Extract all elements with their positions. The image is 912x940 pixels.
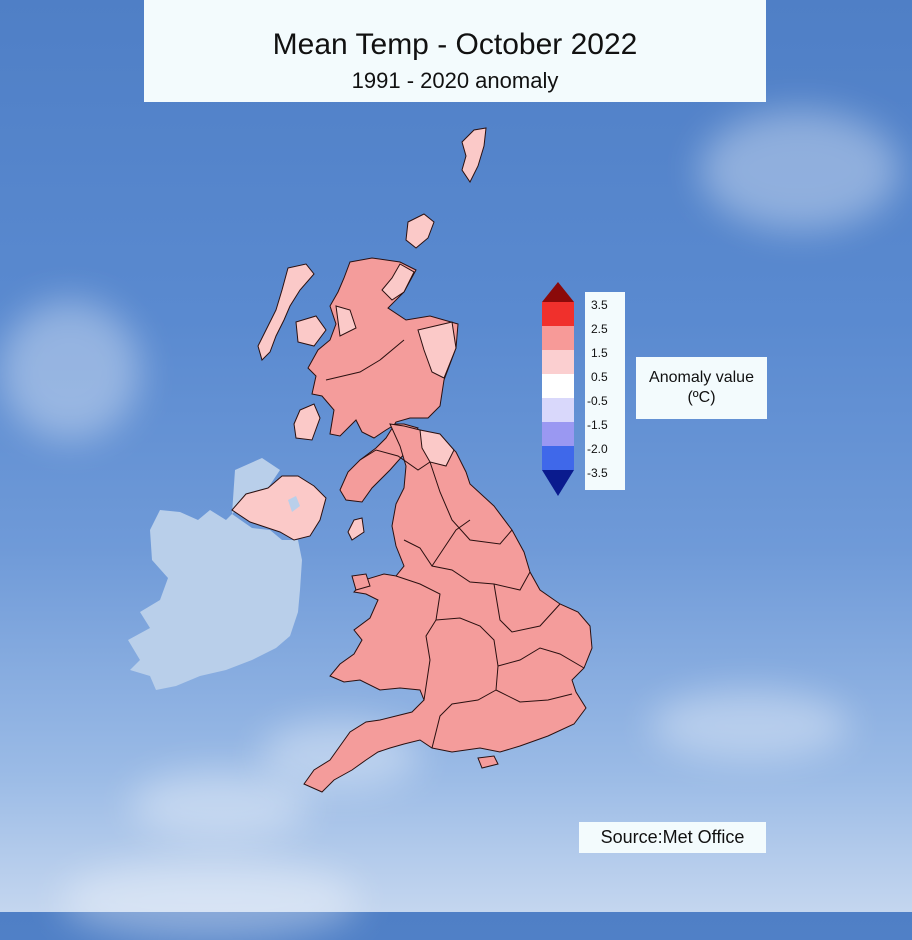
cloud xyxy=(700,110,900,230)
scotland-highland-light xyxy=(381,263,415,301)
legend-tick: -1.5 xyxy=(587,418,608,432)
scotland-west-light xyxy=(335,305,357,337)
north-england-light xyxy=(419,429,455,467)
legend-band xyxy=(542,350,574,374)
lough-neagh xyxy=(288,496,300,512)
england-wales xyxy=(303,423,593,793)
cloud xyxy=(0,300,140,440)
map-subtitle: 1991 - 2020 anomaly xyxy=(351,68,559,93)
legend-tick: -0.5 xyxy=(587,394,608,408)
shetland xyxy=(461,127,487,183)
source-label: Source:Met Office xyxy=(579,822,766,853)
northern-ireland xyxy=(231,475,327,541)
legend-tick: -2.0 xyxy=(587,442,608,456)
uk-anomaly-map xyxy=(128,127,593,793)
orkney xyxy=(405,213,435,249)
outer-hebrides xyxy=(257,263,315,361)
anglesey xyxy=(351,573,371,591)
legend-unit: (ºC) xyxy=(687,389,716,406)
legend-title-panel: Anomaly value (ºC) xyxy=(636,357,767,419)
islay-jura xyxy=(293,403,321,441)
isle-of-wight xyxy=(477,755,499,769)
legend-colorbar xyxy=(542,282,574,496)
cloud xyxy=(650,690,850,760)
scotland-east-light xyxy=(417,321,457,379)
legend-band xyxy=(542,422,574,446)
cloud xyxy=(130,770,310,840)
legend-tick: 2.5 xyxy=(591,322,608,336)
map-title: Mean Temp - October 2022 xyxy=(272,28,638,61)
legend-band xyxy=(542,398,574,422)
legend-arrow-min xyxy=(542,470,574,496)
title-panel: Mean Temp - October 2022 1991 - 2020 ano… xyxy=(144,0,766,102)
legend-tick-panel: 3.5 2.5 1.5 0.5 -0.5 -1.5 -2.0 -3.5 xyxy=(585,292,625,490)
region-boundaries xyxy=(325,339,585,749)
ireland-landmass xyxy=(128,458,302,690)
legend-band xyxy=(542,446,574,470)
legend-tick: 0.5 xyxy=(591,370,608,384)
inner-hebrides xyxy=(295,315,327,347)
legend-tick: 1.5 xyxy=(591,346,608,360)
isle-of-man xyxy=(347,517,365,541)
legend-band xyxy=(542,302,574,326)
legend-title: Anomaly value xyxy=(649,369,754,386)
legend-tick: 3.5 xyxy=(591,298,608,312)
legend-band xyxy=(542,374,574,398)
legend-tick: -3.5 xyxy=(587,466,608,480)
legend-band xyxy=(542,326,574,350)
legend-arrow-max xyxy=(542,282,574,302)
